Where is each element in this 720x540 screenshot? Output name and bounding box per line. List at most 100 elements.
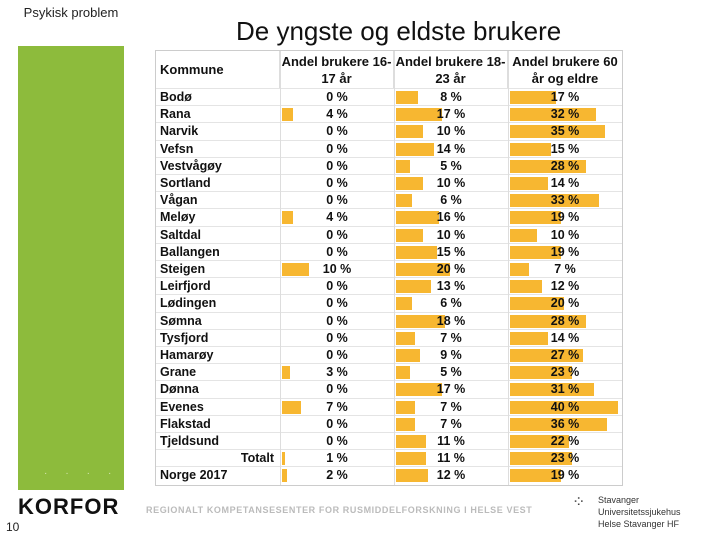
kommune-cell: Vefsn [160, 141, 194, 156]
value-cell: 0 % [326, 124, 348, 139]
value-bar [510, 177, 548, 190]
data-table: Kommune Andel brukere 16-17 år Andel bru… [155, 50, 623, 486]
partner-mark-icon: ⁘ [572, 494, 586, 511]
value-bar [510, 400, 618, 414]
value-cell: 0 % [326, 176, 348, 190]
value-cell: 7 % [440, 399, 462, 414]
value-cell: 7 % [326, 399, 348, 414]
value-cell: 23 % [550, 365, 580, 380]
table-row: Ballangen 0 % 15 % 19 % [156, 242, 622, 260]
kommune-cell: Norge 2017 [160, 468, 228, 483]
value-bar [282, 108, 293, 122]
value-cell: 28 % [550, 313, 580, 328]
value-cell: 10 % [436, 176, 466, 190]
value-cell: 14 % [436, 141, 466, 156]
value-bar [396, 228, 423, 242]
table-row: Grane 3 % 5 % 23 % [156, 363, 622, 380]
value-bar [396, 417, 415, 431]
value-cell: 40 % [550, 399, 580, 414]
value-cell: 0 % [326, 313, 348, 328]
value-cell: 3 % [326, 365, 348, 380]
value-cell: 23 % [550, 451, 580, 466]
value-bar [396, 331, 415, 345]
header-60-plus: Andel brukere 60 år og eldre [512, 54, 618, 86]
section-label-text: Psykisk problem [23, 5, 119, 20]
kommune-cell: Flakstad [160, 416, 211, 431]
value-cell: 15 % [436, 244, 466, 259]
column-divider [394, 51, 395, 485]
kommune-cell: Meløy [160, 210, 196, 225]
value-cell: 13 % [436, 279, 466, 294]
value-bar [510, 469, 562, 483]
table-row: Sortland 0 % 10 % 14 % [156, 174, 622, 191]
table-row: Dønna 0 % 17 % 31 % [156, 380, 622, 397]
kommune-cell: Dønna [160, 382, 199, 397]
value-bar [510, 91, 556, 104]
value-cell: 20 % [436, 262, 466, 276]
value-bar [282, 452, 285, 466]
value-bar [282, 263, 309, 276]
kommune-cell: Grane [160, 365, 197, 380]
value-cell: 15 % [550, 141, 580, 156]
table-row: Steigen 10 % 20 % 7 % [156, 260, 622, 277]
value-bar [510, 314, 586, 328]
value-cell: 22 % [550, 434, 580, 448]
kommune-cell: Evenes [160, 399, 204, 414]
kommune-cell: Hamarøy [160, 348, 214, 362]
value-cell: 35 % [550, 124, 580, 139]
value-cell: 9 % [440, 348, 462, 362]
value-cell: 0 % [326, 279, 348, 294]
value-bar [396, 245, 437, 259]
header-16-17: Andel brukere 16-17 år [280, 51, 394, 88]
value-cell: 32 % [550, 107, 580, 122]
value-bar [510, 366, 573, 380]
value-cell: 1 % [326, 451, 348, 466]
section-label: Psykisk problem [18, 0, 124, 46]
decorative-dots: ···· [44, 468, 130, 479]
table-row: Lødingen 0 % 6 % 20 % [156, 294, 622, 311]
value-cell: 8 % [440, 90, 462, 104]
value-cell: 0 % [326, 141, 348, 156]
value-cell: 20 % [550, 296, 580, 311]
value-bar [396, 400, 415, 414]
value-bar [396, 159, 410, 173]
footer-text: REGIONALT KOMPETANSESENTER FOR RUSMIDDEL… [146, 505, 533, 515]
value-bar [396, 314, 445, 328]
partner-name: Stavanger Universitetssjukehus Helse Sta… [598, 494, 718, 530]
value-bar [396, 263, 450, 276]
value-bar [510, 245, 562, 259]
kommune-cell: Rana [160, 107, 191, 122]
value-bar [282, 211, 293, 225]
kommune-cell: Steigen [160, 262, 206, 276]
value-cell: 14 % [550, 176, 580, 190]
partner-logo: ⁘ Stavanger Universitetssjukehus Helse S… [572, 494, 718, 530]
value-bar [510, 211, 562, 225]
value-bar [396, 469, 429, 483]
value-cell: 6 % [440, 296, 462, 311]
value-bar [510, 263, 529, 276]
value-bar [510, 125, 605, 139]
kommune-cell: Sømna [160, 313, 202, 328]
value-bar [282, 400, 301, 414]
column-divider [508, 51, 509, 485]
value-cell: 28 % [550, 158, 580, 173]
value-cell: 11 % [437, 451, 465, 466]
table-row: Rana 4 % 17 % 32 % [156, 105, 622, 122]
value-cell: 36 % [550, 416, 580, 431]
value-cell: 4 % [326, 210, 348, 225]
table-row: Leirfjord 0 % 13 % 12 % [156, 277, 622, 294]
sidebar-band [18, 46, 124, 490]
value-cell: 0 % [326, 416, 348, 431]
table-row: Evenes 7 % 7 % 40 % [156, 397, 622, 415]
value-cell: 19 % [550, 210, 580, 225]
value-bar [510, 383, 594, 397]
value-bar [510, 452, 573, 466]
value-bar [396, 297, 413, 311]
value-bar [510, 159, 586, 173]
value-cell: 0 % [326, 348, 348, 362]
value-cell: 7 % [440, 416, 462, 431]
korfor-logo: KORFOR [18, 494, 120, 519]
value-bar [510, 331, 548, 345]
kommune-cell: Vågan [160, 193, 198, 208]
value-cell: 0 % [326, 90, 348, 104]
